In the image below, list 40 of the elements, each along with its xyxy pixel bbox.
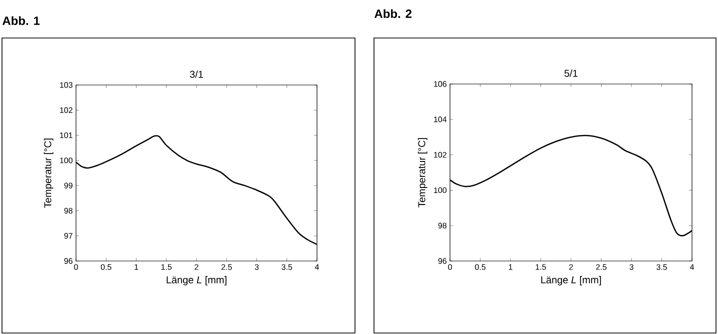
x-tick-label: 3 xyxy=(254,264,259,270)
chart-title: Abb. 2 xyxy=(374,9,412,18)
chart-title: Abb. 1 xyxy=(2,16,40,26)
y-tick-label: 100 xyxy=(60,158,72,164)
x-tick-label: 2 xyxy=(194,264,198,270)
y-tick-label: 98 xyxy=(438,222,446,228)
chart-subtitle: 5/1 xyxy=(564,69,578,77)
chart-subtitle: 3/1 xyxy=(190,70,203,78)
x-tick-label: 1.5 xyxy=(536,264,546,270)
y-tick-label: 102 xyxy=(60,107,72,113)
x-tick-label: 0 xyxy=(74,264,78,270)
x-tick-label: 1 xyxy=(134,264,138,270)
x-axis-title: Länge L [mm] xyxy=(166,276,226,286)
y-tick-label: 106 xyxy=(434,81,446,87)
x-tick-label: 2.5 xyxy=(596,264,606,270)
y-tick-label: 99 xyxy=(64,182,72,188)
y-tick-label: 96 xyxy=(438,258,446,264)
x-axis-title: Länge L [mm] xyxy=(541,276,601,286)
y-tick-label: 100 xyxy=(434,187,446,194)
y-tick-label: 101 xyxy=(60,132,72,138)
x-tick-label: 1.5 xyxy=(161,264,172,270)
x-tick-label: 0 xyxy=(448,264,452,270)
x-tick-label: 1 xyxy=(508,264,512,270)
y-tick-label: 102 xyxy=(434,152,446,158)
x-tick-label: 2 xyxy=(569,264,573,270)
x-tick-label: 0.5 xyxy=(100,264,112,270)
x-tick-label: 3.5 xyxy=(656,264,667,270)
y-tick-label: 96 xyxy=(64,258,72,264)
y-tick-label: 104 xyxy=(434,116,447,122)
x-tick-label: 0.5 xyxy=(475,264,486,270)
x-tick-label: 2.5 xyxy=(221,264,232,270)
x-tick-label: 4 xyxy=(690,264,694,270)
x-tick-label: 3 xyxy=(630,264,634,270)
y-tick-label: 103 xyxy=(60,82,72,88)
y-tick-label: 97 xyxy=(64,233,72,239)
x-tick-label: 4 xyxy=(314,264,319,270)
y-axis-title: Temperatur [°C] xyxy=(418,138,428,208)
x-tick-label: 3.5 xyxy=(282,264,292,270)
y-axis-title: Temperatur [°C] xyxy=(44,138,54,208)
y-tick-label: 98 xyxy=(64,208,72,214)
